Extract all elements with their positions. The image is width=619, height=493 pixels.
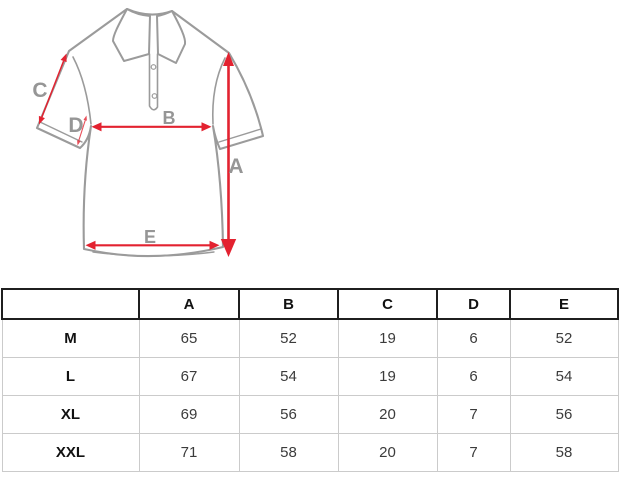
col-header-a: A: [138, 288, 240, 320]
value-cell: 20: [337, 395, 438, 434]
size-label: XXL: [1, 433, 140, 472]
left-cuff-stitch: [39, 121, 83, 143]
value-cell: 54: [509, 357, 619, 396]
value-cell: 65: [138, 318, 240, 358]
measurement-arrow-b: [91, 122, 212, 132]
right-cuff-stitch: [218, 128, 262, 143]
value-cell: 6: [436, 357, 511, 396]
table-row-xxl: XXL 71 58 20 7 58: [1, 433, 619, 472]
button-icon: [150, 64, 157, 70]
value-cell: 19: [337, 357, 438, 396]
label-d: D: [68, 114, 83, 137]
value-cell: 69: [138, 395, 240, 434]
value-cell: 71: [138, 433, 240, 472]
value-cell: 52: [509, 318, 619, 358]
right-collar-flap: [156, 10, 187, 64]
value-cell: 7: [436, 433, 511, 472]
size-label: L: [1, 357, 140, 396]
value-cell: 56: [509, 395, 619, 434]
label-c: C: [32, 79, 47, 102]
value-cell: 67: [138, 357, 240, 396]
value-cell: 56: [238, 395, 339, 434]
label-b: B: [163, 108, 176, 128]
col-header-c: C: [337, 288, 438, 320]
table-row-m: M 65 52 19 6 52: [1, 318, 619, 358]
table-row-l: L 67 54 19 6 54: [1, 357, 619, 396]
value-cell: 19: [337, 318, 438, 358]
size-table-header-row: A B C D E: [1, 288, 619, 320]
right-armhole-seam: [211, 57, 226, 125]
table-row-xl: XL 69 56 20 7 56: [1, 395, 619, 434]
measurement-arrow-e: [85, 240, 220, 250]
measurement-arrows: [38, 52, 237, 257]
hem-stitch: [92, 251, 215, 257]
polo-shirt-outline: [35, 7, 265, 258]
placket: [148, 53, 159, 111]
size-label: XL: [1, 395, 140, 434]
button-icon: [151, 93, 158, 99]
col-header-e: E: [509, 288, 619, 320]
size-label: M: [1, 318, 140, 358]
value-cell: 58: [238, 433, 339, 472]
measurement-arrow-a: [220, 52, 237, 257]
measurement-arrow-c: [38, 53, 67, 125]
value-cell: 52: [238, 318, 339, 358]
value-cell: 20: [337, 433, 438, 472]
label-e: E: [144, 227, 156, 247]
col-header-d: D: [436, 288, 511, 320]
value-cell: 7: [436, 395, 511, 434]
left-armhole-seam: [72, 56, 92, 125]
label-a: A: [228, 155, 243, 178]
size-table: A B C D E M 65 52 19 6 52 L 67 54 19 6: [1, 288, 619, 472]
polo-shirt-size-diagram: C D B A E: [32, 7, 265, 258]
value-cell: 54: [238, 357, 339, 396]
size-column-header: [1, 288, 140, 320]
value-cell: 58: [509, 433, 619, 472]
col-header-b: B: [238, 288, 339, 320]
value-cell: 6: [436, 318, 511, 358]
left-collar-flap: [112, 8, 151, 62]
shirt-body-outline: [35, 7, 265, 258]
measurement-arrow-d: [77, 115, 87, 146]
